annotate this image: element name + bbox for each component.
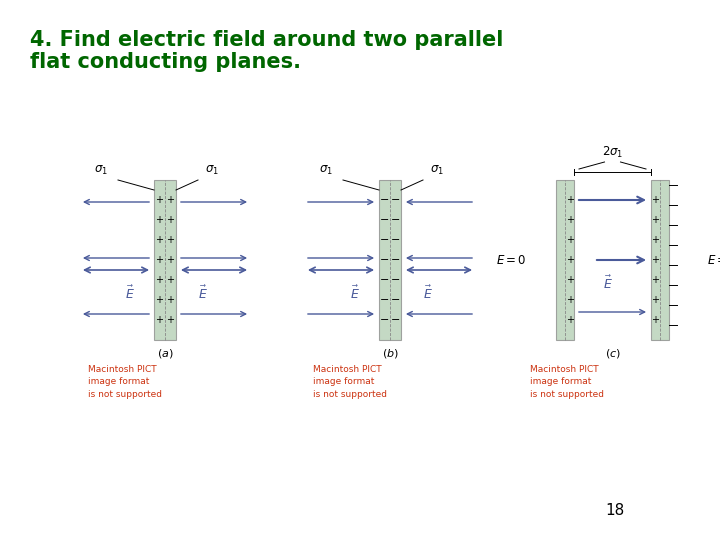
Text: +: + bbox=[651, 235, 659, 245]
Text: $\vec{E}$: $\vec{E}$ bbox=[350, 285, 360, 302]
Text: $\vec{E}$: $\vec{E}$ bbox=[198, 285, 208, 302]
Text: $\sigma_1$: $\sigma_1$ bbox=[319, 164, 333, 177]
Text: −: − bbox=[380, 255, 390, 265]
Text: $(c)$: $(c)$ bbox=[605, 347, 621, 360]
Text: −: − bbox=[391, 275, 400, 285]
Text: +: + bbox=[651, 275, 659, 285]
Text: flat conducting planes.: flat conducting planes. bbox=[30, 52, 301, 72]
Text: −: − bbox=[391, 295, 400, 305]
Text: +: + bbox=[651, 195, 659, 205]
Text: +: + bbox=[166, 295, 174, 305]
Text: −: − bbox=[380, 195, 390, 205]
Text: $(a)$: $(a)$ bbox=[157, 347, 174, 360]
Text: +: + bbox=[166, 255, 174, 265]
Text: +: + bbox=[156, 215, 163, 225]
Text: $\sigma_1$: $\sigma_1$ bbox=[94, 164, 108, 177]
Text: −: − bbox=[380, 235, 390, 245]
Text: $E=0$: $E=0$ bbox=[707, 253, 720, 267]
Text: +: + bbox=[156, 255, 163, 265]
Text: +: + bbox=[166, 195, 174, 205]
Text: +: + bbox=[166, 275, 174, 285]
Text: +: + bbox=[166, 315, 174, 325]
Text: +: + bbox=[566, 255, 574, 265]
Text: $(b)$: $(b)$ bbox=[382, 347, 398, 360]
Text: −: − bbox=[380, 275, 390, 285]
Text: $\vec{E}$: $\vec{E}$ bbox=[125, 285, 135, 302]
Text: Macintosh PICT
image format
is not supported: Macintosh PICT image format is not suppo… bbox=[530, 365, 604, 399]
Text: +: + bbox=[166, 215, 174, 225]
Text: +: + bbox=[566, 235, 574, 245]
Text: −: − bbox=[391, 315, 400, 325]
Text: +: + bbox=[566, 315, 574, 325]
Text: +: + bbox=[156, 295, 163, 305]
Text: $\vec{E}$: $\vec{E}$ bbox=[423, 285, 433, 302]
Bar bbox=[379, 180, 401, 340]
Text: +: + bbox=[156, 195, 163, 205]
Text: −: − bbox=[391, 215, 400, 225]
Text: +: + bbox=[566, 215, 574, 225]
Text: $\sigma_1$: $\sigma_1$ bbox=[430, 164, 444, 177]
Text: +: + bbox=[566, 295, 574, 305]
Text: +: + bbox=[566, 195, 574, 205]
Text: +: + bbox=[651, 295, 659, 305]
Text: Macintosh PICT
image format
is not supported: Macintosh PICT image format is not suppo… bbox=[88, 365, 162, 399]
Text: +: + bbox=[566, 275, 574, 285]
Bar bbox=[154, 180, 176, 340]
Text: +: + bbox=[651, 255, 659, 265]
Text: +: + bbox=[651, 215, 659, 225]
Text: +: + bbox=[166, 235, 174, 245]
Text: $\sigma_1$: $\sigma_1$ bbox=[205, 164, 219, 177]
Text: $\vec{E}$: $\vec{E}$ bbox=[603, 275, 613, 292]
Text: −: − bbox=[380, 315, 390, 325]
Bar bbox=[651, 180, 669, 340]
Text: $E=0$: $E=0$ bbox=[495, 253, 526, 267]
Text: Macintosh PICT
image format
is not supported: Macintosh PICT image format is not suppo… bbox=[313, 365, 387, 399]
Text: $2\sigma_1$: $2\sigma_1$ bbox=[602, 145, 624, 160]
Text: −: − bbox=[380, 215, 390, 225]
Text: 18: 18 bbox=[606, 503, 625, 518]
Text: +: + bbox=[651, 315, 659, 325]
Text: −: − bbox=[380, 295, 390, 305]
Text: +: + bbox=[156, 235, 163, 245]
Text: +: + bbox=[156, 315, 163, 325]
Text: −: − bbox=[391, 235, 400, 245]
Text: −: − bbox=[391, 255, 400, 265]
Text: 4. Find electric field around two parallel: 4. Find electric field around two parall… bbox=[30, 30, 503, 50]
Bar bbox=[556, 180, 574, 340]
Text: −: − bbox=[391, 195, 400, 205]
Text: +: + bbox=[156, 275, 163, 285]
